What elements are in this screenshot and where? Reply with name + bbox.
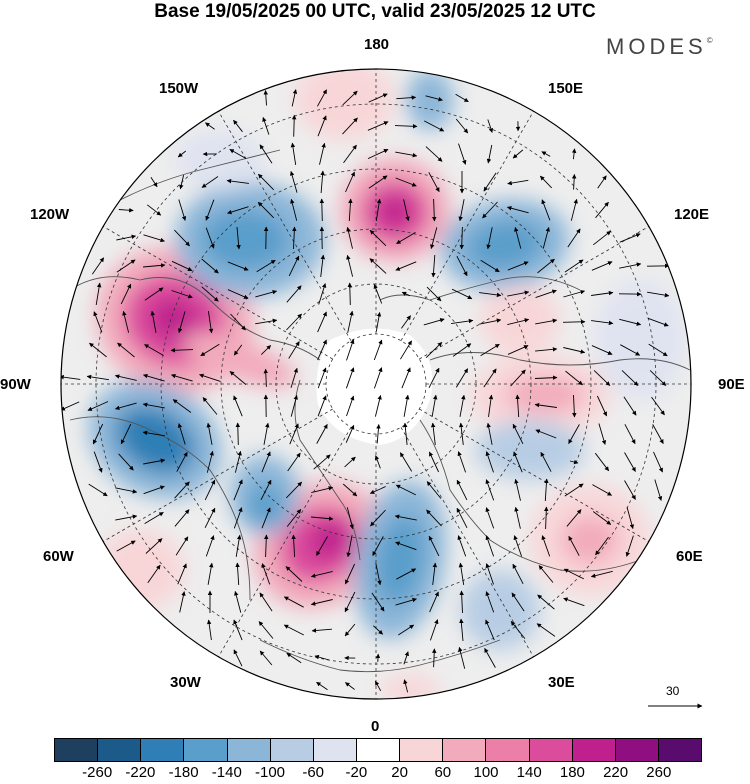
colorbar-tick-label: 220 [603, 764, 628, 781]
colorbar-tick-label: 20 [391, 764, 408, 781]
anomaly-contour [505, 377, 585, 413]
colorbar-segment [486, 739, 529, 761]
lon-label-60w: 60W [43, 548, 74, 566]
colorbar-segment [573, 739, 616, 761]
anomaly-contour [95, 530, 185, 610]
colorbar-segment [400, 739, 443, 761]
wind-vector [238, 423, 239, 445]
map-disc [40, 50, 720, 730]
anomaly-contour [595, 280, 685, 400]
vector-scale-label: 30 [666, 684, 679, 698]
wind-vector [350, 283, 351, 305]
colorbar-segment [141, 739, 184, 761]
colorbar-labels: -260 -220 -180 -140 -100 -60 -20 20 60 100 140 180 2… [0, 764, 750, 784]
colorbar-segment [530, 739, 573, 761]
anomaly-contour [201, 210, 289, 270]
colorbar-segment [184, 739, 227, 761]
colorbar-segment [314, 739, 357, 761]
colorbar-segment [228, 739, 271, 761]
lon-label-30w: 30W [170, 674, 201, 692]
wind-vector [294, 115, 295, 136]
lon-label-150e: 150E [548, 80, 583, 98]
colorbar-segment [357, 739, 400, 761]
anomaly-contour [460, 570, 540, 650]
lon-label-180: 180 [364, 36, 389, 54]
colorbar-tick-label: 180 [560, 764, 585, 781]
colorbar-tick-label: -60 [302, 764, 324, 781]
lon-label-30e: 30E [548, 674, 575, 692]
colorbar-segment [55, 739, 98, 761]
anomaly-contour [406, 70, 454, 130]
colorbar-tick-label: 60 [434, 764, 451, 781]
anomaly-contour [295, 60, 395, 140]
colorbar-tick-label: -260 [82, 764, 112, 781]
lon-label-90e: 90E [718, 376, 745, 394]
colorbar-tick-label: -100 [255, 764, 285, 781]
lon-label-120w: 120W [30, 206, 69, 224]
anomaly-contour [475, 420, 585, 480]
anomaly-contour [377, 196, 413, 228]
colorbar-segment [271, 739, 314, 761]
colorbar-segment [98, 739, 141, 761]
colorbar [54, 738, 702, 762]
colorbar-tick-label: -180 [169, 764, 199, 781]
anomaly-contour [480, 285, 560, 355]
lon-label-150w: 150W [159, 80, 198, 98]
lon-label-0: 0 [371, 718, 379, 736]
colorbar-tick-label: 100 [473, 764, 498, 781]
colorbar-tick-label: -140 [212, 764, 242, 781]
wind-vector [563, 322, 585, 323]
anomaly-contour [380, 675, 440, 705]
lon-label-90w: 90W [0, 376, 31, 394]
colorbar-tick-label: -220 [125, 764, 155, 781]
lon-label-120e: 120E [674, 206, 709, 224]
anomaly-contour [175, 130, 265, 190]
colorbar-segment [659, 739, 701, 761]
colorbar-segment [443, 739, 486, 761]
colorbar-tick-label: 140 [517, 764, 542, 781]
colorbar-segment [616, 739, 659, 761]
lon-label-60e: 60E [676, 548, 703, 566]
colorbar-tick-label: -20 [346, 764, 368, 781]
colorbar-tick-label: 260 [646, 764, 671, 781]
wind-vector [322, 199, 323, 221]
